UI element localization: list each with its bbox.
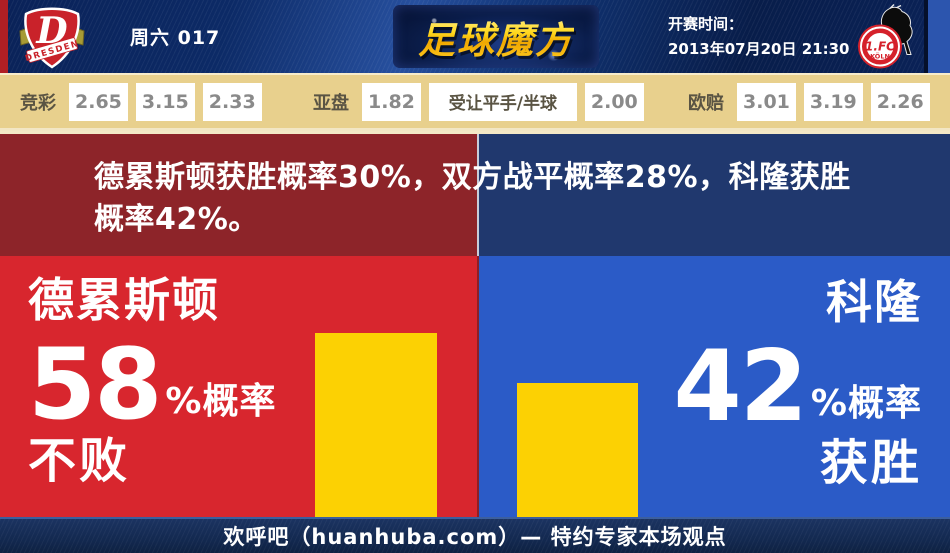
left-red-edge [0,0,8,73]
jingcai-label: 竞彩 [20,92,56,114]
kickoff-label: 开赛时间： [668,15,744,33]
away-team-name: 科隆 [826,275,922,329]
jingcai-odds-group: 竞彩 2.65 3.15 2.33 [20,82,262,121]
away-probability-bar [517,383,638,517]
yapan-label: 亚盘 [313,92,349,114]
home-outcome-label: 不败 [28,433,131,489]
jingcai-away-odds: 2.33 [202,82,262,121]
panel-top-border [0,131,950,134]
away-percent-suffix: %概率 [810,383,922,424]
odds-bar: 竞彩 2.65 3.15 2.33 亚盘 1.82 受让平手/半球 2.00 欧… [0,73,950,131]
match-number-label: 周六 017 [130,27,221,49]
right-blue-edge [928,0,950,73]
away-team-block: 科隆 42 %概率 获胜 [674,276,922,488]
footer-text: 欢呼吧（huanhuba.com）— 特约专家本场观点 [223,525,727,549]
away-percent-value: 42 [673,330,808,444]
prediction-panels: 德累斯顿获胜概率30%，双方战平概率28%，科隆获胜概率42%。 德累斯顿 58… [0,131,950,517]
home-percent-value: 58 [28,328,162,442]
away-top-band [477,131,950,256]
right-edge-divider [924,0,928,73]
yapan-home-odds: 1.82 [362,82,421,121]
away-percent-row: 42 %概率 [673,330,922,444]
oupei-away-odds: 2.26 [870,82,930,121]
oupei-odds-group: 欧赔 3.01 3.19 2.26 [688,82,930,121]
crest-text-koln: KÖLN [870,52,890,61]
home-probability-bar [315,333,437,517]
jingcai-draw-odds: 3.15 [135,82,195,121]
oupei-label: 欧赔 [688,92,724,114]
kickoff-time: 2013年07月20日 21:30 [668,40,850,58]
yapan-odds-group: 亚盘 1.82 受让平手/半球 2.00 [313,82,644,121]
home-percent-suffix: %概率 [165,381,277,422]
jingcai-home-odds: 2.65 [69,82,128,121]
footer-bar: 欢呼吧（huanhuba.com）— 特约专家本场观点 [0,517,950,553]
oupei-draw-odds: 3.19 [803,82,863,121]
home-team-block: 德累斯顿 58 %概率 不败 [28,274,276,486]
fc-koln-crest-icon: 1.FC KÖLN [858,3,913,69]
brand-logo-plate: 足球魔方 [393,5,599,68]
kickoff-info: 开赛时间： 2013年07月20日 21:30 [668,12,849,62]
home-team-name: 德累斯顿 [28,273,220,327]
yapan-away-odds: 2.00 [584,82,644,121]
yapan-handicap: 受让平手/半球 [428,82,577,121]
crest-text-1fc: 1.FC [865,40,895,54]
oupei-home-odds: 3.01 [737,82,796,121]
home-percent-row: 58 %概率 [28,328,277,442]
away-outcome-label: 获胜 [819,435,922,491]
probability-summary-text: 德累斯顿获胜概率30%，双方战平概率28%，科隆获胜概率42%。 [94,160,851,237]
home-top-band [0,131,477,256]
dynamo-dresden-crest-icon: D DRESDEN [19,7,85,69]
header-bar: D DRESDEN 周六 017 足球魔方 开赛时间： 2013年07月20日 … [0,0,950,73]
brand-logo-text: 足球魔方 [418,10,574,64]
